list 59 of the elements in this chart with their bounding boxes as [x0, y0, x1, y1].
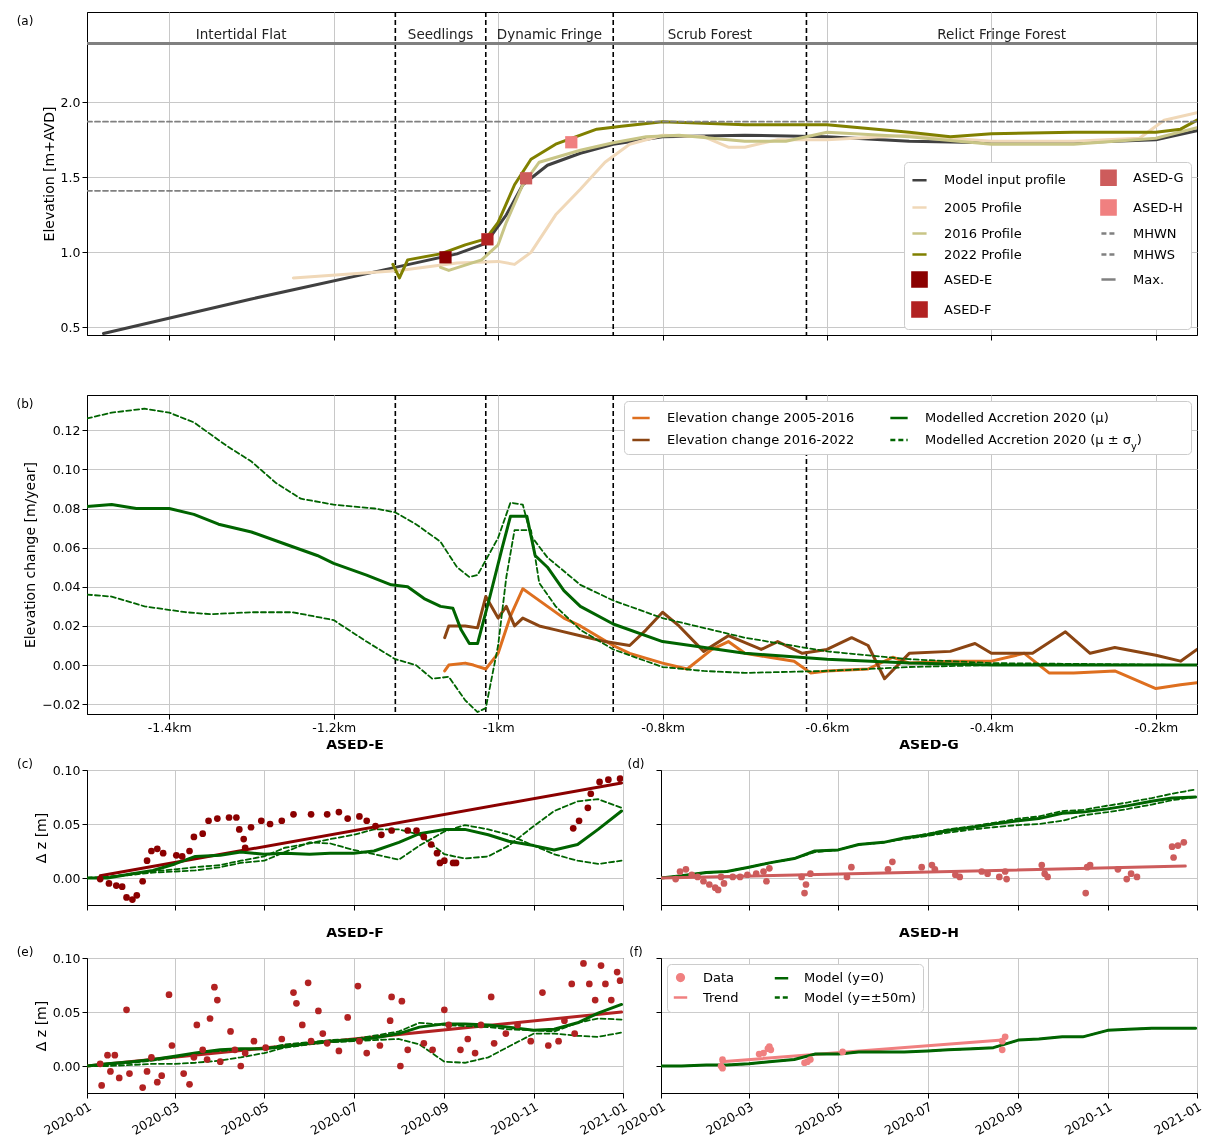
legend-label: MHWS	[1133, 246, 1176, 262]
y-axis-title: Elevation [m+AVD]	[40, 106, 57, 242]
legend-label: MHWN	[1133, 225, 1177, 241]
annotation: Relict Fringe Forest	[937, 26, 1067, 42]
y-tick-label: 0.08	[52, 501, 81, 517]
legend-label: Elevation change 2005-2016	[667, 410, 855, 425]
x-tick-label: -1.4km	[147, 719, 192, 735]
y-tick-label: 0.10	[52, 762, 81, 778]
legend-label: Model (y=0)	[804, 970, 885, 986]
x-tick-label: -0.8km	[641, 719, 685, 735]
text: (d)	[627, 757, 645, 771]
y-tick-label: 0.5	[60, 319, 81, 335]
legend-label: 2016 Profile	[944, 225, 1022, 241]
text: (a)	[16, 14, 34, 28]
x-tick-label: -0.2km	[1134, 719, 1179, 735]
text: (e)	[16, 945, 34, 959]
legend-label: 2022 Profile	[944, 246, 1022, 262]
text: (c)	[17, 757, 33, 771]
annotation: Scrub Forest	[667, 26, 753, 42]
y-tick-label: 0.00	[52, 657, 81, 673]
y-tick-label: 0.02	[52, 618, 81, 634]
legend-label: Max.	[1133, 271, 1165, 287]
y-tick-label: 1.0	[60, 244, 81, 260]
y-tick-label: 0.05	[52, 1004, 81, 1020]
legend-label: Model input profile	[944, 172, 1066, 188]
legend-label: Elevation change 2016-2022	[667, 432, 855, 447]
text: (b)	[16, 397, 34, 411]
x-tick-label: -1km	[482, 719, 515, 735]
y-tick-label: 0.10	[52, 461, 81, 477]
legend-label: Model (y=±50m)	[804, 989, 916, 1005]
legend-label: Modelled Accretion 2020 (μ ± σ$_{y}$)	[925, 432, 1142, 452]
y-tick-label: 0.00	[52, 1058, 81, 1074]
y-tick-label: 0.00	[52, 870, 81, 886]
y-tick-label: 0.12	[52, 422, 81, 438]
y-tick-label: 2.0	[60, 94, 81, 110]
annotation: Dynamic Fringe	[496, 26, 603, 42]
y-axis-title: Δ z [m]	[32, 812, 49, 864]
annotation: Intertidal Flat	[195, 26, 287, 42]
legend-label: ASED-E	[944, 271, 993, 287]
y-tick-label: 0.06	[52, 540, 81, 556]
legend-label: ASED-F	[944, 301, 992, 317]
y-tick-label: 1.5	[60, 169, 81, 185]
legend-label: 2005 Profile	[944, 199, 1022, 215]
legend-label: Modelled Accretion 2020 (μ)	[925, 410, 1109, 425]
y-tick-label: −0.02	[42, 696, 81, 712]
x-tick-label: -0.4km	[970, 719, 1014, 735]
y-tick-label: 0.05	[52, 816, 81, 832]
y-tick-label: 0.10	[52, 950, 81, 966]
y-tick-label: 0.04	[52, 579, 81, 595]
y-axis-title: Δ z [m]	[32, 1000, 49, 1052]
x-tick-label: -0.6km	[805, 719, 850, 735]
annotation: Seedlings	[407, 26, 474, 42]
legend-label: ASED-G	[1133, 169, 1184, 185]
text: (f)	[629, 945, 643, 959]
y-axis-title: Elevation change [m/year]	[22, 462, 39, 648]
x-tick-label: -1.2km	[312, 719, 357, 735]
legend-label: Trend	[702, 989, 739, 1005]
legend-label: ASED-H	[1133, 199, 1183, 215]
legend-label: Data	[703, 969, 735, 985]
